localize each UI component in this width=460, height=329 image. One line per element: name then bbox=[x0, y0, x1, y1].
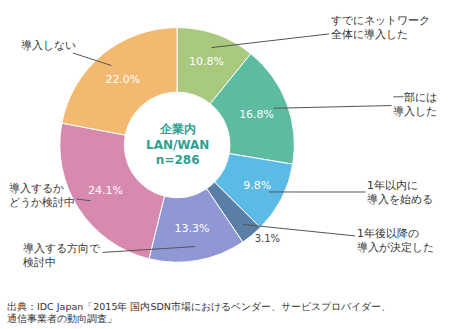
svg-text:すでにネットワーク全体に導入した: すでにネットワーク全体に導入した bbox=[331, 14, 430, 41]
svg-text:16.8%: 16.8% bbox=[239, 108, 274, 121]
svg-text:1年後以降の導入が決定した: 1年後以降の導入が決定した bbox=[357, 227, 434, 254]
svg-text:出典：IDC Japan「2015年 国内SDN市場における: 出典：IDC Japan「2015年 国内SDN市場におけるベンダー、サービスプ… bbox=[7, 301, 391, 324]
svg-text:10.8%: 10.8% bbox=[189, 55, 224, 68]
svg-text:一部には導入した: 一部には導入した bbox=[393, 91, 437, 118]
svg-text:3.1%: 3.1% bbox=[255, 233, 280, 244]
svg-text:企業内LAN/WANn=286: 企業内LAN/WANn=286 bbox=[146, 122, 209, 167]
svg-text:9.8%: 9.8% bbox=[243, 179, 271, 192]
svg-text:24.1%: 24.1% bbox=[88, 184, 123, 197]
svg-text:13.3%: 13.3% bbox=[175, 222, 210, 235]
svg-text:22.0%: 22.0% bbox=[105, 73, 140, 86]
svg-text:導入しない: 導入しない bbox=[21, 39, 76, 52]
svg-text:1年以内に導入を始める: 1年以内に導入を始める bbox=[367, 179, 433, 206]
svg-text:導入する方向で検討中: 導入する方向で検討中 bbox=[23, 242, 101, 269]
svg-text:導入するかどうか検討中: 導入するかどうか検討中 bbox=[9, 182, 75, 209]
